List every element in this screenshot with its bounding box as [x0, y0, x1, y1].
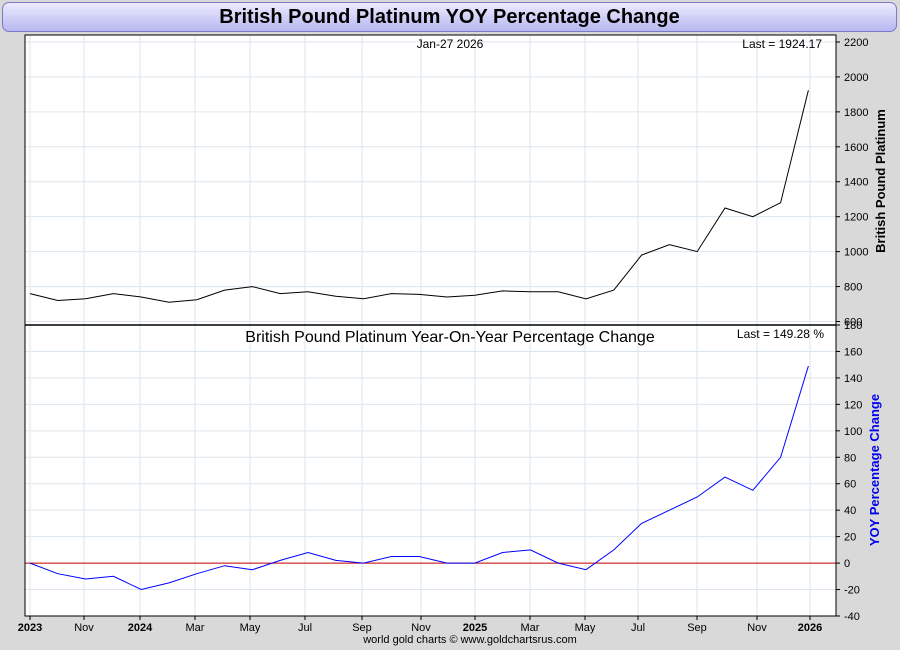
y-tick-label: 1000 — [844, 247, 868, 259]
footer-credit: world gold charts © www.goldchartsrus.co… — [362, 634, 577, 646]
x-tick-label: Nov — [74, 622, 94, 634]
x-tick-label: May — [575, 622, 596, 634]
x-tick-label: Nov — [411, 622, 431, 634]
top-panel-background — [24, 34, 837, 326]
x-tick-label: Nov — [747, 622, 767, 634]
y-tick-label: 40 — [844, 505, 856, 517]
y-tick-label: 2000 — [844, 72, 868, 84]
top-last-label: Last = 1924.17 — [742, 37, 822, 51]
price-series-line — [29, 90, 809, 303]
x-tick-label: 2024 — [128, 622, 153, 634]
bottom-y-tick-labels: -40 -20 0 20 40 60 80 100 120 140 160 180 — [836, 320, 862, 623]
y-tick-label: 1800 — [844, 107, 868, 119]
y-tick-label: 160 — [844, 346, 862, 358]
x-tick-label: Jul — [298, 622, 312, 634]
bottom-y-axis-title: YOY Percentage Change — [867, 394, 882, 546]
y-tick-label: -40 — [844, 611, 860, 623]
date-label: Jan-27 2026 — [417, 37, 484, 51]
x-tick-label: Jul — [631, 622, 645, 634]
y-tick-label: 100 — [844, 426, 862, 438]
y-tick-label: 600 — [844, 317, 862, 329]
chart-title-bar: British Pound Platinum YOY Percentage Ch… — [2, 2, 897, 32]
y-tick-label: 120 — [844, 399, 862, 411]
x-tick-labels: 2023 Nov 2024 Mar May Jul Sep Nov 2025 Mar May Jul S… — [18, 616, 822, 634]
bottom-last-label: Last = 149.28 % — [737, 327, 824, 341]
y-tick-label: 1200 — [844, 212, 868, 224]
y-tick-label: 140 — [844, 373, 862, 385]
bottom-panel-title: British Pound Platinum Year-On-Year Perc… — [245, 329, 655, 346]
yoy-series-line — [29, 365, 809, 591]
y-tick-label: 800 — [844, 282, 862, 294]
x-tick-label: Sep — [687, 622, 707, 634]
y-tick-label: 1600 — [844, 142, 868, 154]
x-tick-label: 2026 — [798, 622, 822, 634]
y-tick-label: 0 — [844, 558, 850, 570]
x-tick-label: Mar — [186, 622, 205, 634]
top-y-axis-title: British Pound Platinum — [873, 109, 888, 253]
x-tick-label: Sep — [352, 622, 372, 634]
x-tick-label: May — [240, 622, 261, 634]
y-tick-label: 2200 — [844, 37, 868, 49]
y-tick-label: 180 — [844, 320, 862, 332]
x-tick-label: 2023 — [18, 622, 42, 634]
y-tick-label: 1400 — [844, 177, 868, 189]
bottom-panel-background — [24, 324, 837, 617]
x-tick-label: Mar — [521, 622, 540, 634]
y-tick-label: 20 — [844, 532, 856, 544]
y-tick-label: 60 — [844, 479, 856, 491]
chart-title: British Pound Platinum YOY Percentage Ch… — [219, 6, 680, 28]
y-tick-label: -20 — [844, 585, 860, 597]
y-tick-label: 80 — [844, 452, 856, 464]
top-y-tick-labels: 600 800 1000 1200 1400 1600 1800 2000 2200 — [836, 37, 868, 329]
x-tick-label: 2025 — [463, 622, 487, 634]
